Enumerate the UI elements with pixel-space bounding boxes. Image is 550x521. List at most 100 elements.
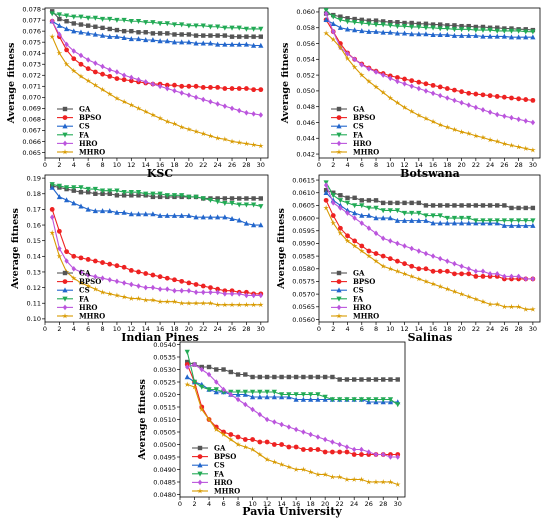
data-point (136, 193, 141, 198)
data-point (451, 27, 458, 33)
data-point (352, 195, 357, 201)
data-point (100, 71, 105, 77)
data-point (92, 286, 99, 292)
legend-label: MHRO (353, 148, 379, 157)
data-point (179, 287, 184, 294)
data-point (237, 34, 242, 39)
data-point (107, 73, 113, 79)
data-point (394, 23, 401, 29)
x-tick-label: 16 (429, 325, 437, 333)
data-point (78, 29, 84, 35)
data-point (530, 306, 536, 312)
x-tick-label: 4 (345, 161, 349, 169)
data-point (236, 301, 243, 308)
data-point (423, 217, 429, 223)
chart-title: Indian Pines (121, 331, 199, 344)
data-point (121, 72, 127, 79)
data-point (228, 432, 234, 437)
x-tick-label: 14 (415, 161, 423, 169)
data-point (272, 374, 277, 380)
data-point (487, 301, 493, 307)
data-point (257, 394, 263, 400)
data-point (93, 24, 98, 29)
y-tick-label: 0.0515 (153, 403, 176, 411)
series-line (325, 19, 533, 101)
data-point (235, 396, 241, 403)
data-point (128, 190, 134, 196)
data-point (508, 28, 515, 34)
series-ga (323, 188, 536, 211)
data-point (359, 20, 365, 26)
data-point (359, 220, 364, 226)
data-point (85, 272, 91, 278)
y-tick-label: 0.052 (296, 71, 315, 79)
data-point (56, 253, 63, 259)
data-point (487, 218, 493, 224)
legend-label: FA (353, 130, 364, 139)
data-point (207, 132, 214, 139)
data-point (380, 208, 386, 214)
data-point (171, 212, 178, 218)
data-point (459, 263, 464, 270)
data-point (121, 280, 127, 286)
data-point (229, 215, 235, 221)
data-point (199, 366, 204, 373)
data-point (201, 289, 206, 296)
series-line (51, 20, 261, 116)
data-point (352, 203, 358, 209)
data-point (323, 17, 329, 23)
data-point (164, 212, 170, 218)
data-point (501, 28, 507, 34)
data-point (337, 225, 343, 231)
data-point (136, 30, 141, 35)
x-tick-label: 14 (415, 325, 423, 333)
data-point (502, 113, 507, 119)
data-point (121, 77, 127, 83)
data-point (237, 196, 242, 201)
data-point (331, 200, 336, 206)
data-point (100, 275, 105, 282)
legend-marker (62, 270, 68, 276)
y-tick-label: 0.046 (296, 119, 315, 127)
data-point (380, 89, 387, 95)
data-point (278, 461, 285, 467)
data-point (128, 211, 134, 217)
data-point (186, 32, 192, 37)
data-point (473, 218, 479, 224)
series-line (325, 207, 533, 310)
data-point (344, 476, 350, 482)
data-point (380, 215, 386, 221)
data-point (323, 204, 329, 211)
data-point (437, 121, 444, 128)
data-point (366, 449, 371, 455)
chart-title: Pavia University (242, 505, 342, 518)
data-point (301, 374, 306, 380)
data-point (257, 439, 263, 445)
data-point (200, 300, 207, 306)
data-point (495, 25, 500, 30)
y-tick-label: 0.18 (27, 190, 41, 198)
data-point (444, 220, 450, 226)
legend-label: BPSO (79, 113, 101, 122)
data-point (344, 377, 350, 382)
data-point (409, 263, 415, 269)
x-tick-label: 4 (72, 325, 76, 333)
y-axis-label: Average fitness (10, 208, 21, 290)
x-tick-label: 0 (43, 161, 47, 169)
data-point (258, 196, 264, 201)
data-point (257, 301, 264, 308)
data-point (71, 28, 77, 34)
data-point (487, 93, 493, 99)
x-tick-label: 20 (321, 500, 329, 508)
x-tick-label: 6 (86, 161, 90, 169)
data-point (466, 27, 472, 33)
y-tick-label: 0.050 (296, 87, 315, 95)
data-point (480, 24, 486, 30)
data-point (508, 303, 515, 310)
data-point (387, 265, 394, 272)
y-tick-label: 0.0535 (153, 353, 176, 361)
chart-panel-0: 0 2 4 6 8 10 12 14 16 18 20 22 24 26 28 300.0650.0660.0… (6, 5, 269, 180)
data-point (78, 61, 84, 67)
